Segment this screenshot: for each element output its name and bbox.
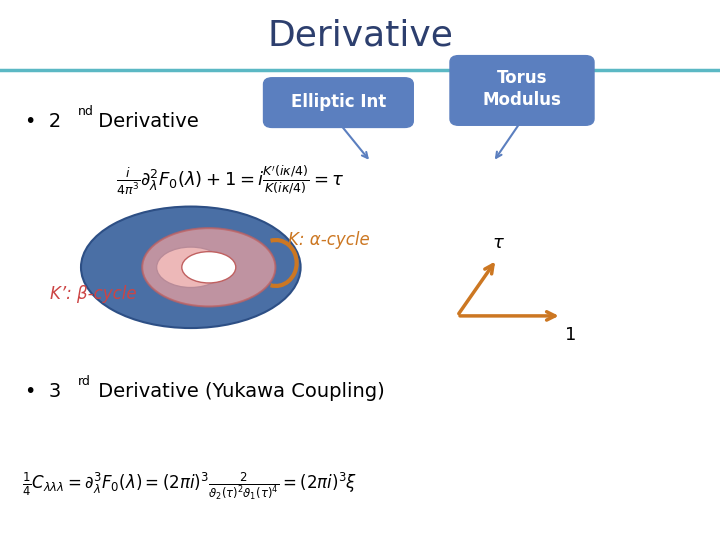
Text: Derivative (Yukawa Coupling): Derivative (Yukawa Coupling) [92,382,385,401]
Text: 1: 1 [565,326,577,343]
Ellipse shape [181,252,236,283]
Text: rd: rd [78,375,91,388]
FancyBboxPatch shape [264,78,413,127]
Text: Elliptic Int: Elliptic Int [291,92,386,111]
Text: Derivative: Derivative [92,112,199,131]
Ellipse shape [143,228,275,307]
FancyBboxPatch shape [450,56,594,125]
Text: •  3: • 3 [25,382,61,401]
Text: Torus
Modulus: Torus Modulus [482,69,562,109]
Text: $\tau$: $\tau$ [492,234,505,252]
Text: •  2: • 2 [25,112,61,131]
Text: K: α-cycle: K: α-cycle [288,231,370,249]
Text: K’: β-cycle: K’: β-cycle [50,285,137,303]
Text: $\frac{i}{4\pi^3}\partial^2_\lambda F_0(\lambda) + 1 = i\frac{K^{\prime}(i\kappa: $\frac{i}{4\pi^3}\partial^2_\lambda F_0(… [116,165,345,197]
Text: nd: nd [78,105,94,118]
Ellipse shape [81,206,301,328]
Ellipse shape [157,247,225,287]
Text: Derivative: Derivative [267,18,453,52]
Text: $\frac{1}{4}C_{\lambda\lambda\lambda} = \partial^3_\lambda F_0(\lambda) = (2\pi : $\frac{1}{4}C_{\lambda\lambda\lambda} = … [22,470,357,502]
